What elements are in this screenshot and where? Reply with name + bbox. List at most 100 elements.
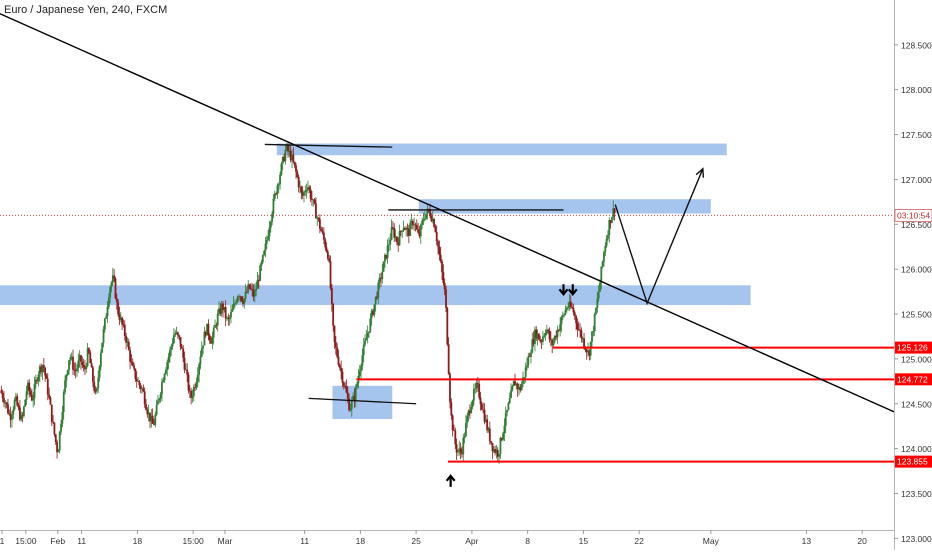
candle-body [604,245,607,252]
candle-body [212,327,215,338]
candle-body [17,405,20,408]
candle-body [471,400,474,408]
candle-body [236,296,239,303]
candle-body [449,373,451,403]
candle-body [552,340,555,346]
candle-body [344,385,347,387]
candle-body [222,303,224,310]
candle-body [342,382,345,386]
candle-body [279,174,281,185]
candle-body [172,335,175,344]
candle-body [84,367,86,370]
candle-body [5,402,8,405]
candle-body [243,298,246,304]
x-tick-label: 18 [356,536,366,546]
candle-body [545,329,548,334]
down-arrow-icon [567,284,578,297]
candle-body [56,442,58,453]
candle-body [115,298,118,302]
y-tick-label: 125.000 [901,354,932,364]
candle-body [253,290,256,297]
candle-body [322,232,325,240]
candle-body [599,282,601,292]
candle-body [218,308,220,315]
candle-body [433,219,435,227]
x-tick-label: 11 [300,536,309,546]
candle-body [261,255,264,263]
y-tick-label: 128.500 [901,40,932,50]
candle-body [446,307,449,345]
level-label: 125.126 [897,343,928,353]
candle-body [361,355,364,366]
candle-body [93,381,96,391]
plot-area [0,0,894,530]
candle-body [418,232,421,237]
candle-body [360,365,362,372]
candle-body [539,339,542,342]
candle-body [445,289,447,308]
x-tick-label: 15:00 [182,536,204,546]
candle-body [406,227,409,229]
candle-body [500,437,503,440]
candle-body [251,289,254,290]
candle-body [305,189,308,192]
candle-body [461,452,463,455]
candle-body [482,409,485,411]
candle-body [111,275,114,283]
candle-body [300,186,303,193]
y-tick-label: 125.500 [901,310,932,320]
candle-body [560,317,563,325]
y-tick-label: 126.500 [901,220,932,230]
candle-body [389,239,392,245]
candle-body [242,300,244,304]
candle-body [145,404,147,410]
candle-body [561,315,564,318]
candle-body [19,407,21,420]
x-tick-label: Mar [218,536,233,546]
candle-body [219,308,222,314]
candle-body [131,361,134,366]
candle-body [401,230,404,232]
candle-body [563,314,566,316]
candle-body [507,403,510,411]
candle-body [255,288,258,291]
candle-body [384,254,386,262]
candle-body [394,236,397,238]
candle-body [472,388,475,401]
candle-body [572,307,575,313]
y-tick-label: 126.000 [901,265,932,275]
candle-body [60,423,62,432]
candle-body [431,219,434,222]
candle-body [450,402,453,416]
candle-body [287,144,289,152]
candle-body [600,266,603,283]
candle-body [192,387,195,397]
candle-body [252,289,255,297]
candle-body [248,284,251,289]
candle-body [119,317,122,320]
candle-body [29,390,32,395]
candle-body [187,374,190,391]
candle-body [407,228,410,236]
candle-body [315,203,317,219]
candle-body [535,329,538,339]
candle-body [319,219,321,229]
candle-body [66,370,69,375]
candle-body [171,343,174,347]
candle-body [190,390,193,398]
candle-body [459,448,462,453]
candle-body [605,238,608,246]
candle-body [90,363,93,368]
candle-body [553,335,556,341]
candle-body [141,388,143,390]
candle-body [110,282,113,288]
candle-body [397,242,400,246]
candle-body [608,220,611,236]
candle-body [390,227,393,240]
candle-body [267,235,270,240]
candle-body [223,306,226,310]
candle-body [422,219,425,221]
candle-body [338,364,341,368]
